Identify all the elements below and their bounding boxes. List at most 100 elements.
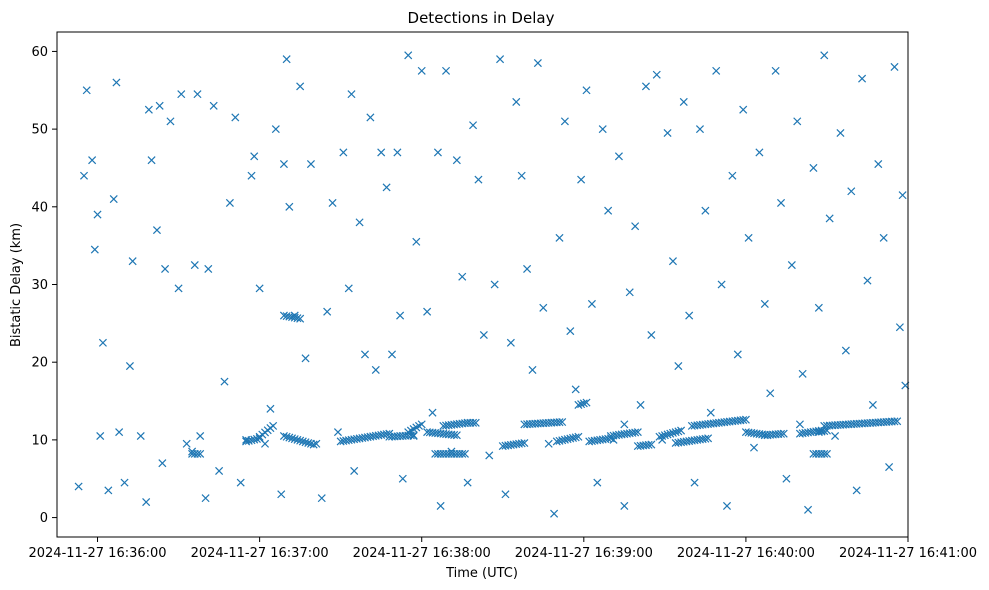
data-point: [512, 97, 521, 106]
data-point: [220, 377, 229, 386]
data-point: [647, 440, 656, 449]
data-point: [96, 431, 105, 441]
data-point: [574, 400, 583, 409]
data-point: [701, 434, 710, 443]
data-point: [193, 90, 202, 99]
data-point: [760, 299, 769, 308]
data-point: [655, 432, 664, 441]
data-point: [247, 171, 256, 180]
data-point: [766, 389, 775, 398]
data-point: [558, 417, 567, 427]
x-tick-label: 2024-11-27 16:41:00: [839, 546, 977, 561]
data-point: [798, 369, 807, 378]
data-point: [739, 105, 748, 114]
data-point: [152, 226, 161, 235]
data-point: [409, 431, 418, 440]
data-point: [293, 314, 302, 323]
data-point: [520, 438, 529, 448]
data-point: [396, 311, 405, 320]
data-points: [74, 51, 910, 518]
data-point: [288, 434, 297, 443]
data-point: [115, 428, 124, 437]
data-point: [677, 426, 686, 435]
data-point: [674, 362, 683, 371]
data-point: [779, 429, 788, 438]
data-point: [685, 311, 694, 320]
data-point: [739, 415, 748, 425]
data-point: [417, 66, 426, 75]
data-point: [644, 440, 653, 449]
data-point: [593, 478, 602, 487]
data-point: [142, 498, 151, 507]
data-point: [290, 435, 299, 444]
data-point: [528, 365, 537, 374]
data-point: [741, 415, 750, 424]
data-point: [98, 338, 107, 347]
data-point: [679, 97, 688, 106]
data-point: [836, 128, 845, 138]
x-axis-label: Time (UTC): [445, 566, 518, 581]
data-point: [658, 431, 667, 441]
data-point: [296, 82, 305, 91]
data-point: [161, 264, 170, 273]
data-point: [496, 55, 505, 64]
data-point: [652, 70, 661, 79]
data-point: [404, 51, 413, 60]
y-tick-label: 60: [31, 45, 48, 60]
data-point: [452, 431, 461, 440]
y-tick-label: 50: [31, 123, 48, 138]
data-point: [282, 55, 291, 64]
data-point: [279, 431, 288, 441]
data-point: [577, 175, 586, 184]
data-point: [366, 113, 375, 122]
data-point: [579, 399, 588, 408]
data-point: [474, 175, 483, 184]
data-point: [387, 350, 397, 359]
data-point: [485, 451, 494, 460]
data-point: [109, 195, 118, 204]
data-point: [868, 400, 877, 409]
y-tick-label: 30: [31, 278, 48, 293]
data-point: [382, 183, 391, 192]
data-point: [706, 408, 715, 417]
data-point: [269, 421, 278, 430]
data-point: [236, 478, 245, 487]
data-point: [393, 148, 402, 157]
data-point: [793, 117, 802, 126]
data-point: [841, 346, 850, 355]
data-point: [517, 439, 526, 448]
y-axis: 0 10 20 30 40 50 60: [31, 45, 57, 526]
data-point: [614, 152, 623, 161]
data-point: [125, 362, 134, 371]
data-point: [182, 439, 191, 448]
data-point: [671, 428, 680, 437]
data-point: [333, 428, 342, 437]
data-point: [787, 261, 796, 270]
data-point: [196, 449, 205, 458]
data-point: [663, 430, 672, 439]
data-point: [663, 128, 672, 138]
data-point: [701, 206, 710, 215]
data-point: [306, 439, 315, 448]
data-point: [304, 438, 313, 448]
data-point: [323, 307, 332, 316]
data-point: [636, 400, 645, 409]
data-point: [550, 509, 559, 518]
data-point: [555, 233, 564, 242]
data-point: [560, 117, 569, 126]
data-point: [428, 408, 437, 417]
data-point: [625, 288, 634, 297]
data-point: [193, 449, 202, 458]
data-point: [471, 418, 480, 427]
data-point: [879, 233, 888, 242]
data-point: [442, 66, 451, 75]
data-point: [266, 404, 275, 413]
y-tick-label: 0: [40, 511, 48, 526]
data-point: [501, 490, 510, 499]
data-point: [458, 272, 467, 281]
data-point: [301, 438, 310, 447]
data-point: [458, 449, 467, 458]
data-point: [317, 494, 326, 503]
data-point: [782, 474, 791, 483]
